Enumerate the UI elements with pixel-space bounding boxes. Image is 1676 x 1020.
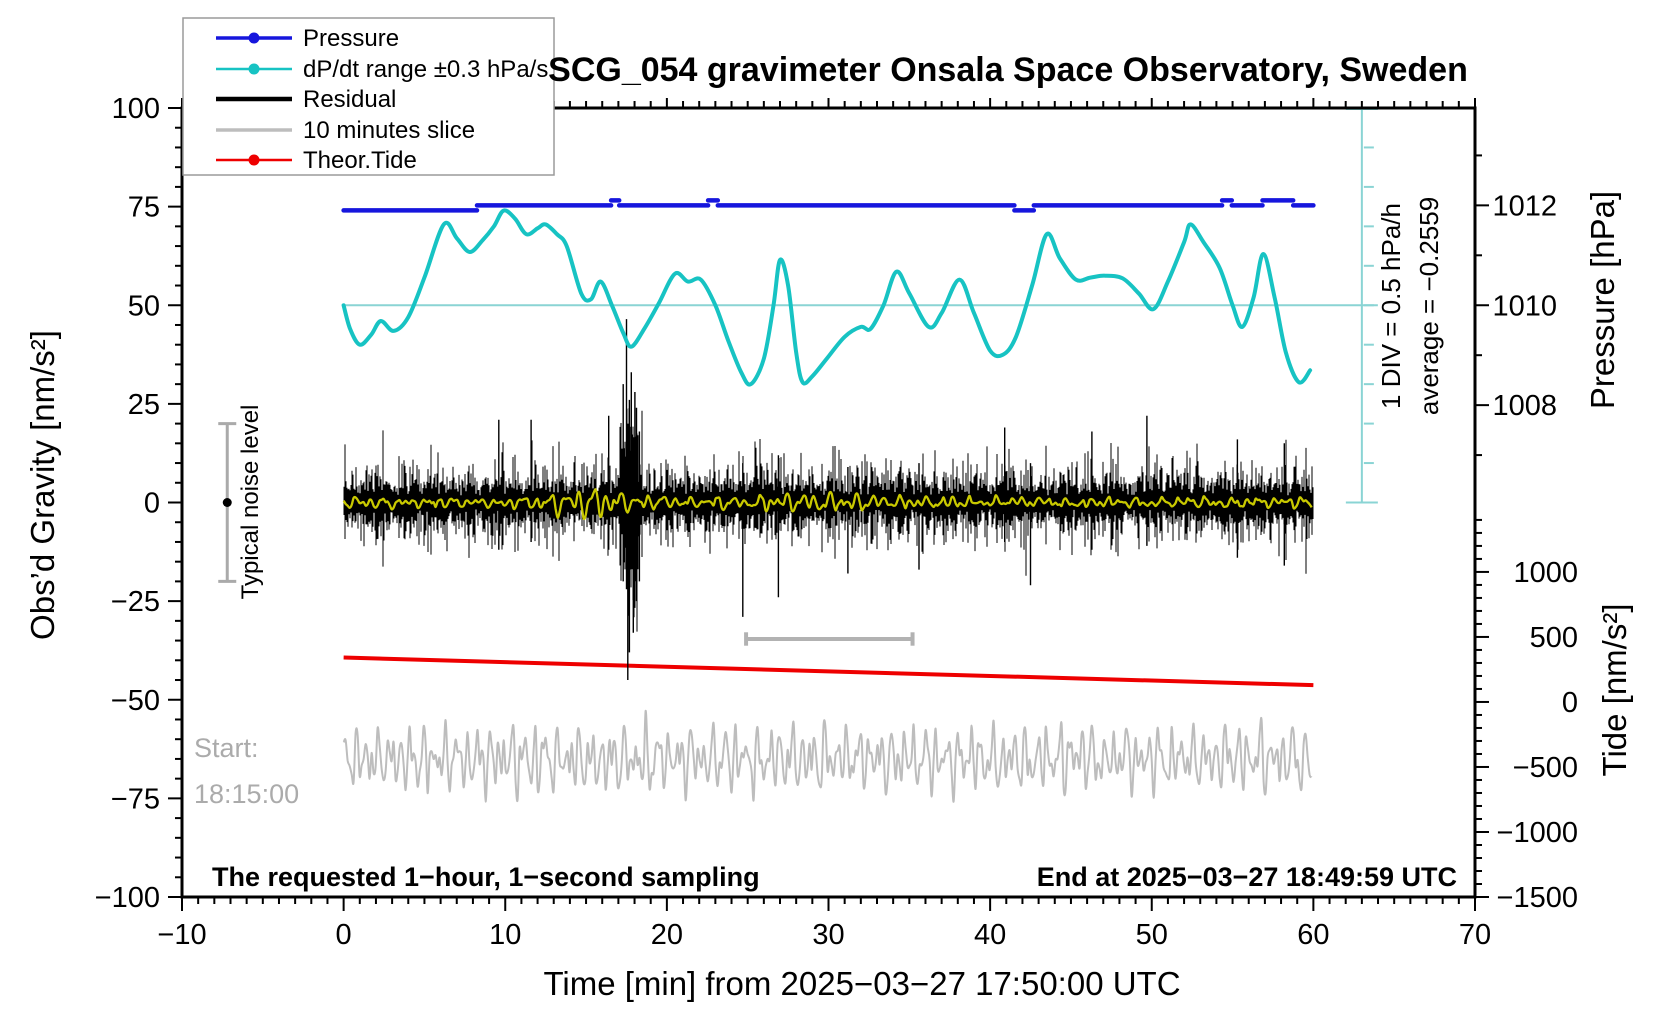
x-tick-label: 10: [489, 919, 521, 951]
reference-layer: [343, 108, 1378, 504]
start-time: 18:15:00: [194, 779, 299, 809]
series-layer: [218, 198, 1316, 803]
axes-layer: −10 0 10 20 30 40 50 60 70−100−75−50−25025507510…: [95, 93, 1578, 951]
residual-noise-band: [343, 408, 1314, 632]
legend-label-residual: Residual: [303, 86, 396, 113]
tide-tick-label: −500: [1513, 752, 1578, 784]
pressure-tick-label: 1012: [1492, 190, 1557, 222]
x-tick-label: 50: [1136, 919, 1168, 951]
tide-tick-label: −1000: [1497, 817, 1578, 849]
noise-error-bar-dot: [222, 498, 232, 507]
legend-layer: [182, 17, 555, 176]
legend-box: [182, 17, 555, 176]
typical-noise-label: Typical noise level: [237, 405, 264, 600]
x-axis-title: Time [min] from 2025−03−27 17:50:00 UTC: [543, 965, 1180, 1002]
y-left-tick-label: −25: [111, 586, 160, 618]
legend-label-dpdt: dP/dt range ±0.3 hPa/s: [303, 56, 548, 83]
pressure-trace: [341, 198, 1316, 213]
dpdt-curve: [341, 208, 1313, 387]
chart-title: SCG_054 gravimeter Onsala Space Observat…: [548, 51, 1468, 89]
legend-sample-dot: [248, 32, 260, 44]
legend-sample-dot: [248, 154, 260, 166]
y-left-axis-title: Obs’d Gravity [nm/s²]: [24, 330, 61, 640]
pressure-tick-label: 1008: [1492, 390, 1557, 422]
x-tick-label: 0: [336, 919, 352, 951]
pressure-tick-label: 1010: [1492, 290, 1557, 322]
ten-minutes-slice-curve: [342, 709, 1313, 803]
y-left-tick-label: 100: [112, 93, 160, 125]
y-left-tick-label: −50: [111, 685, 160, 717]
legend-label-slice: 10 minutes slice: [303, 117, 475, 144]
y-left-tick-label: −100: [95, 882, 160, 914]
y-left-tick-label: 75: [128, 192, 160, 224]
tide-axis-title: Tide [nm/s²]: [1596, 604, 1633, 777]
tide-tick-label: 0: [1562, 687, 1578, 719]
residual-event-spikes: [498, 319, 1285, 680]
y-left-tick-label: −75: [111, 783, 160, 815]
div-scale-note: 1 DIV = 0.5 hPa/h: [1376, 203, 1406, 409]
y-left-tick-label: 0: [144, 488, 160, 520]
x-tick-label: 70: [1459, 919, 1491, 951]
y-left-tick-label: 50: [128, 290, 160, 322]
legend-label-pressure: Pressure: [303, 25, 399, 52]
pressure-axis-title: Pressure [hPa]: [1584, 191, 1621, 409]
y-left-tick-label: 25: [128, 389, 160, 421]
tide-tick-label: 1000: [1513, 557, 1578, 589]
tide-tick-label: 500: [1530, 622, 1578, 654]
x-tick-label: −10: [157, 919, 206, 951]
residual-smoothed-curve: [342, 488, 1313, 521]
x-tick-label: 20: [651, 919, 683, 951]
sampling-note: The requested 1−hour, 1−second sampling: [212, 862, 760, 892]
theor-tide-line: [343, 655, 1314, 688]
x-tick-label: 30: [812, 919, 844, 951]
tide-tick-label: −1500: [1497, 882, 1578, 914]
x-tick-label: 60: [1297, 919, 1329, 951]
legend-sample-dot: [248, 63, 260, 75]
start-label: Start:: [194, 733, 259, 763]
legend-label-tide: Theor.Tide: [303, 147, 417, 174]
average-note: average = −0.2559: [1414, 197, 1444, 415]
x-tick-label: 40: [974, 919, 1006, 951]
end-time-note: End at 2025−03−27 18:49:59 UTC: [1037, 862, 1457, 892]
